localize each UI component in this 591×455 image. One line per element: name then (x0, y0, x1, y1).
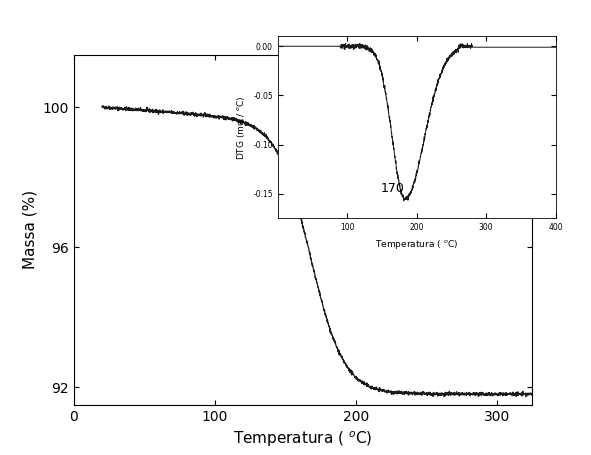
Y-axis label: DTG (mg / $^{o}$C): DTG (mg / $^{o}$C) (235, 95, 248, 160)
X-axis label: Temperatura ( $^{o}$C): Temperatura ( $^{o}$C) (233, 430, 373, 449)
Y-axis label: Massa (%): Massa (%) (22, 190, 37, 269)
Text: 170: 170 (381, 182, 404, 195)
X-axis label: Temperatura ( $^{o}$C): Temperatura ( $^{o}$C) (375, 238, 458, 251)
